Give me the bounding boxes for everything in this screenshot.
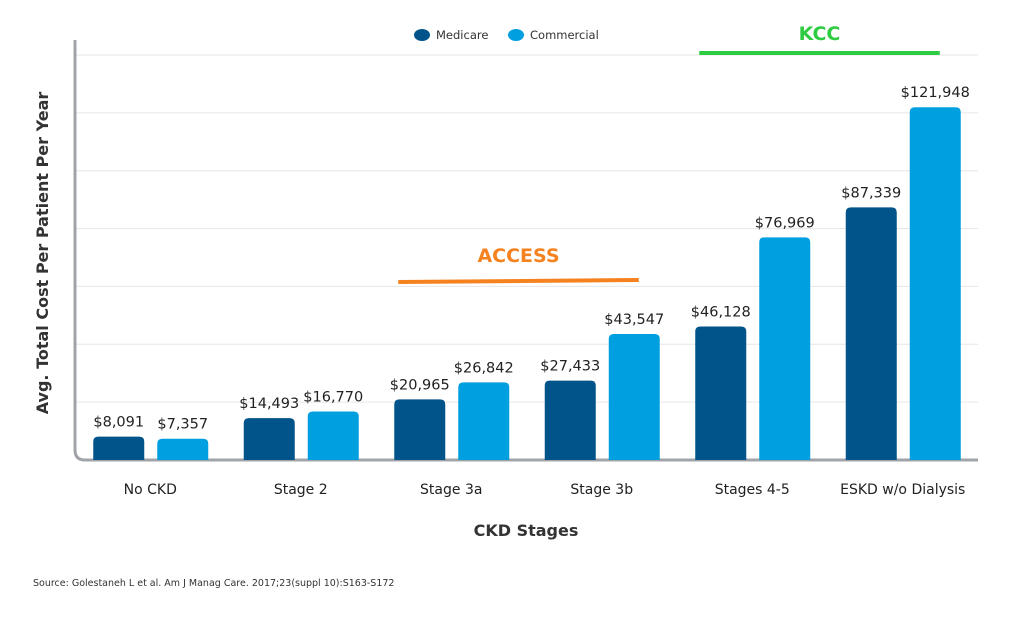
annotation-label: ACCESS [477,245,559,267]
data-label: $8,091 [93,415,144,431]
data-label: $43,547 [604,312,664,328]
legend-label: Medicare [436,28,488,42]
x-tick-label: Stage 3a [420,482,482,498]
data-label: $121,948 [901,85,970,101]
data-label: $27,433 [540,359,600,375]
bar-medicare [845,207,897,460]
bar-medicare [544,380,596,460]
data-label: $20,965 [390,377,450,393]
annotation-label: KCC [799,23,841,45]
bar-medicare [394,399,446,460]
x-tick-label: Stages 4-5 [715,482,790,498]
data-label: $26,842 [454,360,514,376]
legend-label: Commercial [530,28,599,42]
source-note: Source: Golestaneh L et al. Am J Manag C… [33,578,394,589]
bar-commercial [909,107,961,460]
x-tick-label: ESKD w/o Dialysis [840,482,965,498]
y-axis-label: Avg. Total Cost Per Patient Per Year [33,92,52,415]
bar-commercial [759,237,811,460]
bar-commercial [458,382,510,460]
axis-line [73,40,978,462]
bar-commercial [307,411,359,460]
x-axis-label: CKD Stages [474,521,579,540]
data-label: $87,339 [841,185,901,201]
data-label: $76,969 [755,215,815,231]
bar-commercial [608,334,660,460]
x-tick-label: Stage 3b [570,482,633,498]
bar-medicare [695,326,747,460]
legend-swatch [508,29,524,41]
x-tick-label: Stage 2 [274,482,328,498]
data-label: $16,770 [303,389,363,405]
annotation-line [398,278,639,284]
bar-commercial [157,438,209,460]
x-tick-label: No CKD [124,482,177,498]
data-label: $14,493 [239,396,299,412]
bar-medicare [243,418,295,460]
bar-medicare [93,436,145,460]
data-label: $46,128 [691,305,751,321]
legend-swatch [414,29,430,41]
data-label: $7,357 [157,417,208,433]
